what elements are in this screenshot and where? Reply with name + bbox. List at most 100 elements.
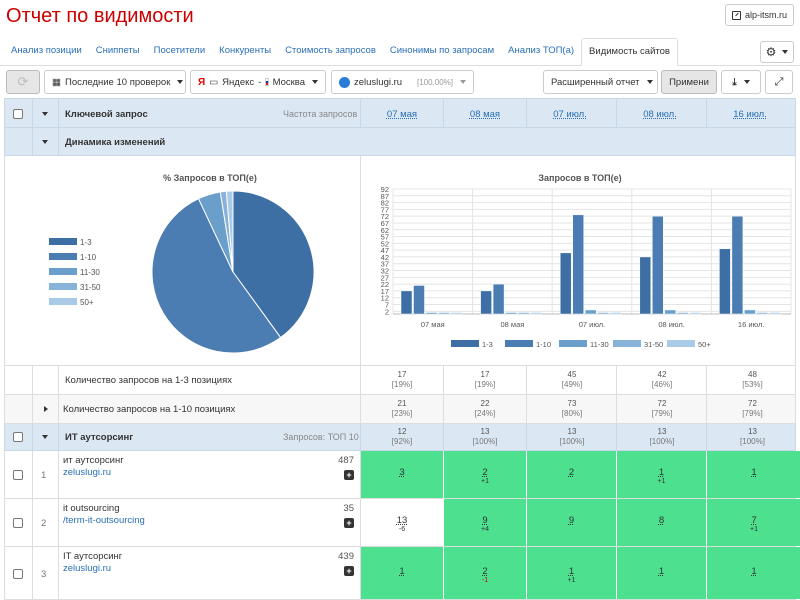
- tab-visitors[interactable]: Посетители: [153, 45, 206, 56]
- position-cell[interactable]: 2: [568, 467, 575, 478]
- period-select[interactable]: ▦ Последние 10 проверок: [44, 70, 186, 94]
- position-cell[interactable]: 9: [568, 515, 575, 526]
- frequency-column-header[interactable]: Частота запросов: [283, 109, 358, 119]
- position-cell[interactable]: 1: [658, 566, 665, 577]
- pie-legend-swatch: [49, 298, 77, 305]
- bar: [652, 215, 664, 315]
- summary-cell: 17 [19%]: [391, 370, 413, 389]
- keyword-url-link[interactable]: zeluslugi.ru: [63, 467, 112, 478]
- pie-legend-swatch: [49, 268, 77, 275]
- summary-cell: 17 [19%]: [474, 370, 496, 389]
- pie-legend-swatch: [49, 238, 77, 245]
- date-column-4[interactable]: 08 июл.: [643, 109, 677, 120]
- group-checkbox[interactable]: [13, 432, 23, 442]
- charts-panel: % Запросов в ТОП(е) 1-3 1-10 11-30 31-50 50+…: [4, 156, 796, 366]
- export-button[interactable]: ⤓: [721, 70, 761, 94]
- tab-site-visibility[interactable]: Видимость сайтов: [581, 38, 678, 66]
- position-cell[interactable]: 2 -1: [481, 566, 489, 584]
- position-cell[interactable]: 1: [751, 566, 757, 577]
- tab-query-cost[interactable]: Стоимость запросов: [285, 45, 376, 56]
- plus-icon[interactable]: +: [344, 518, 354, 528]
- bar: [530, 312, 542, 315]
- bar: [584, 309, 597, 315]
- date-column-3[interactable]: 07 июл.: [553, 109, 587, 120]
- position-cell[interactable]: 9 +4: [481, 515, 489, 533]
- keyword-url-link[interactable]: /term-it-outsourcing: [63, 515, 145, 526]
- bar: [400, 290, 413, 315]
- tab-snippets[interactable]: Сниппеты: [95, 45, 140, 56]
- apply-button[interactable]: Примени: [661, 70, 717, 94]
- expand-icon: ⤢: [774, 75, 784, 88]
- row-checkbox[interactable]: [13, 569, 23, 579]
- y-tick-label: 37: [381, 260, 389, 269]
- site-label: zeluslugi.ru: [354, 76, 403, 88]
- engine-region-select[interactable]: Я ▭ Яндекс - Москва: [190, 70, 326, 94]
- select-all-checkbox[interactable]: [13, 109, 23, 119]
- bar-legend-swatch: [613, 340, 641, 347]
- keyword-url-link[interactable]: zeluslugi.ru: [63, 563, 112, 574]
- bar: [450, 312, 463, 315]
- position-cell[interactable]: 1 +1: [567, 566, 576, 584]
- position-cell[interactable]: 2 +1: [481, 467, 489, 485]
- expand-caret-icon[interactable]: [44, 406, 48, 412]
- plus-icon[interactable]: +: [344, 566, 354, 576]
- summary-label: Количество запросов на 1-10 позициях: [63, 404, 236, 415]
- position-cell[interactable]: 13 -6: [396, 515, 408, 533]
- position-cell[interactable]: 7 +1: [750, 515, 758, 533]
- row-checkbox[interactable]: [13, 470, 23, 480]
- collapse-caret-icon[interactable]: [42, 140, 48, 144]
- group-row: ИТ аутсорсинг Запросов: ТОП 10 12 [92%] 1…: [4, 424, 796, 451]
- site-link-button[interactable]: alp-itsm.ru: [724, 4, 794, 26]
- pie-chart: 1-3 1-10 11-30 31-50 50+: [49, 190, 315, 354]
- keyword-cell: ит аутсорсинг zeluslugi.ru: [63, 455, 124, 479]
- russia-flag-icon: [265, 78, 269, 86]
- page-title: Отчет по видимости: [6, 5, 194, 27]
- date-column-2[interactable]: 08 мая: [469, 109, 501, 120]
- tab-competitors[interactable]: Конкуренты: [219, 45, 272, 56]
- refresh-button[interactable]: ⟳: [6, 70, 40, 94]
- bar: [413, 285, 425, 315]
- fullscreen-button[interactable]: ⤢: [765, 70, 793, 94]
- collapse-caret-icon[interactable]: [42, 112, 48, 116]
- position-cell[interactable]: 1: [751, 467, 757, 478]
- position-cell-bg: [527, 547, 616, 599]
- settings-button[interactable]: ⚙: [760, 41, 794, 63]
- position-cell[interactable]: 3: [399, 467, 405, 478]
- toolbar: ⟳ ▦ Последние 10 проверок Я ▭ Яндекс - М…: [0, 70, 800, 96]
- row-checkbox[interactable]: [13, 518, 23, 528]
- keyword-column-header: Ключевой запрос: [65, 109, 148, 120]
- pie-legend-label: 11-30: [80, 268, 100, 277]
- bar-legend-label: 50+: [698, 340, 711, 349]
- chevron-down-icon: [782, 50, 789, 54]
- dynamics-row: Динамика изменений: [4, 128, 796, 156]
- bar-legend-swatch: [559, 340, 587, 347]
- collapse-caret-icon[interactable]: [42, 435, 48, 439]
- position-cell[interactable]: 8: [658, 515, 665, 526]
- y-tick-label: 17: [381, 287, 389, 296]
- summary-cell: 72 [79%]: [742, 399, 763, 418]
- position-cell[interactable]: 1 +1: [657, 467, 666, 485]
- tab-top-analysis[interactable]: Анализ ТОП(а): [508, 45, 575, 56]
- site-favicon-icon: [339, 76, 350, 88]
- dynamics-title: Динамика изменений: [65, 137, 166, 148]
- keyword-cell: IT аутсорсинг zeluslugi.ru: [63, 551, 122, 575]
- tab-position-analysis[interactable]: Анализ позиции: [11, 45, 82, 56]
- date-column-5[interactable]: 16 июл.: [733, 109, 767, 120]
- pie-slice: [151, 198, 282, 354]
- bar: [731, 215, 744, 315]
- group-cell: 13 [100%]: [559, 427, 585, 446]
- tab-synonyms[interactable]: Синонимы по запросам: [389, 45, 495, 56]
- bar-legend-label: 1-10: [536, 340, 551, 349]
- date-column-1[interactable]: 07 мая: [386, 109, 418, 120]
- summary-row-top10: Количество запросов на 1-10 позициях 21[…: [4, 395, 796, 424]
- plus-icon[interactable]: +: [344, 470, 354, 480]
- position-cell-bg: [707, 451, 800, 498]
- y-tick-label: 77: [381, 205, 389, 214]
- x-tick-label: 07 мая: [421, 320, 445, 329]
- position-cell[interactable]: 1: [399, 566, 405, 577]
- table-row: 2 it outsourcing /term-it-outsourcing 35…: [4, 499, 800, 547]
- report-type-select[interactable]: Расширенный отчет: [543, 70, 658, 94]
- group-name: ИТ аутсорсинг: [65, 432, 134, 443]
- site-select[interactable]: zeluslugi.ru [100.00%]: [331, 70, 474, 94]
- y-tick-label: 72: [381, 212, 389, 221]
